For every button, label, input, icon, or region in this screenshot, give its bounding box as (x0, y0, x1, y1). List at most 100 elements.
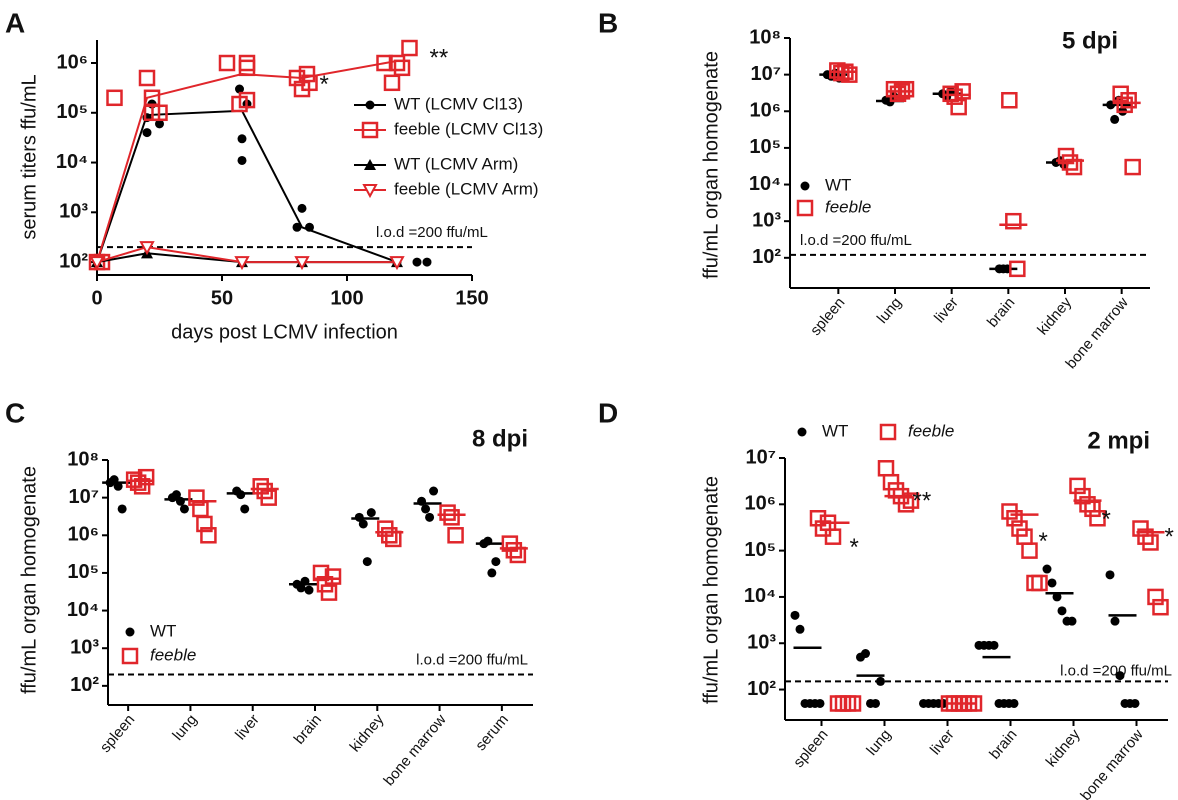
data-point (376, 54, 393, 72)
data-point (1052, 592, 1062, 602)
data-point (179, 504, 189, 514)
data-point (839, 695, 857, 712)
panel-letter: D (598, 397, 618, 428)
data-point (106, 89, 123, 107)
y-tick-label: 10⁷ (69, 486, 100, 508)
y-tick-label: 10⁵ (67, 561, 99, 583)
legend-marker (800, 181, 810, 191)
data-point (1069, 477, 1086, 495)
panel-letter: A (5, 7, 25, 38)
data-point (809, 510, 827, 527)
data-point (1005, 212, 1022, 230)
data-point (143, 89, 161, 107)
x-tick-label: lung (169, 711, 200, 744)
data-point (139, 241, 155, 256)
data-point (861, 649, 870, 659)
y-tick-label: 10² (70, 674, 99, 696)
y-tick-label: 10³ (70, 636, 99, 658)
data-point (422, 257, 432, 267)
data-point (381, 527, 398, 544)
panel-title: 8 dpi (472, 425, 528, 452)
data-point (1142, 534, 1159, 551)
y-tick-label: 10⁵ (744, 539, 776, 561)
x-tick-label: lung (874, 294, 905, 327)
y-tick-label: 10⁸ (67, 448, 99, 470)
data-point (1089, 510, 1106, 527)
data-point (824, 528, 842, 545)
annotation: * (1102, 506, 1111, 533)
data-point (294, 256, 310, 271)
y-tick-label: 10³ (59, 201, 88, 223)
x-tick-label: lung (863, 726, 894, 759)
data-point (841, 66, 858, 83)
y-tick-label: 10⁴ (67, 599, 99, 621)
data-point (487, 568, 497, 578)
x-tick-label: liver (931, 294, 962, 326)
y-tick-label: 10⁷ (746, 446, 777, 468)
x-tick-label: serum (472, 711, 512, 754)
data-point (235, 84, 244, 94)
series-line (96, 59, 398, 263)
data-point (142, 128, 152, 138)
legend-marker (121, 647, 139, 665)
data-point (954, 83, 971, 100)
data-point (1152, 598, 1169, 616)
data-point (200, 527, 217, 544)
legend-marker (364, 159, 376, 170)
data-point (829, 695, 847, 712)
legend-label: WT (825, 175, 851, 194)
x-tick-label: 50 (211, 287, 233, 309)
data-point (89, 256, 105, 271)
x-tick-label: spleen (807, 294, 848, 339)
data-point (1009, 698, 1019, 708)
data-point (1061, 154, 1079, 171)
series-line (96, 109, 398, 264)
y-tick-label: 10⁴ (56, 151, 88, 173)
data-point (138, 69, 156, 87)
annotation: * (850, 534, 859, 561)
data-point (240, 504, 250, 514)
data-point (1009, 260, 1026, 278)
data-point (950, 98, 967, 116)
legend-label: WT (LCMV Arm) (394, 154, 518, 173)
data-point (155, 119, 164, 129)
x-tick-label: brain (291, 711, 325, 747)
legend-marker (362, 184, 378, 199)
x-tick-label: spleen (790, 726, 831, 771)
y-axis-label: ffu/mL organ homogenate (700, 51, 722, 279)
data-point (362, 557, 372, 567)
annotation: * (1165, 524, 1174, 551)
x-tick-label: brain (984, 294, 1018, 330)
legend-label: feeble (LCMV Arm) (394, 179, 539, 198)
legend-marker (125, 627, 135, 637)
x-tick-label: liver (232, 711, 263, 743)
data-point (844, 695, 862, 712)
y-axis-label: ffu/mL organ homogenate (18, 466, 40, 694)
data-point (237, 155, 247, 165)
data-point (304, 585, 314, 595)
lod-label: l.o.d =200 ffu/mL (376, 224, 488, 241)
data-point (871, 698, 880, 708)
x-tick-label: spleen (97, 711, 138, 756)
data-point (324, 568, 342, 585)
data-point (237, 134, 247, 144)
data-point (113, 481, 123, 491)
data-point (877, 460, 895, 477)
y-tick-label: 10⁴ (749, 173, 781, 195)
legend-marker (796, 199, 814, 217)
data-point (1079, 496, 1096, 513)
data-point (1105, 570, 1115, 580)
data-point (296, 583, 306, 593)
data-point (137, 468, 155, 486)
x-tick-label: kidney (346, 711, 387, 756)
data-point (443, 509, 460, 526)
data-point (1115, 671, 1125, 681)
y-axis-label: serum titers ffu/mL (18, 74, 40, 239)
data-point (505, 542, 523, 559)
data-point (1021, 542, 1038, 559)
data-point (320, 584, 338, 601)
data-point (1006, 510, 1023, 527)
legend-marker (879, 423, 897, 441)
y-axis-label: ffu/mL organ homogenate (700, 476, 722, 704)
